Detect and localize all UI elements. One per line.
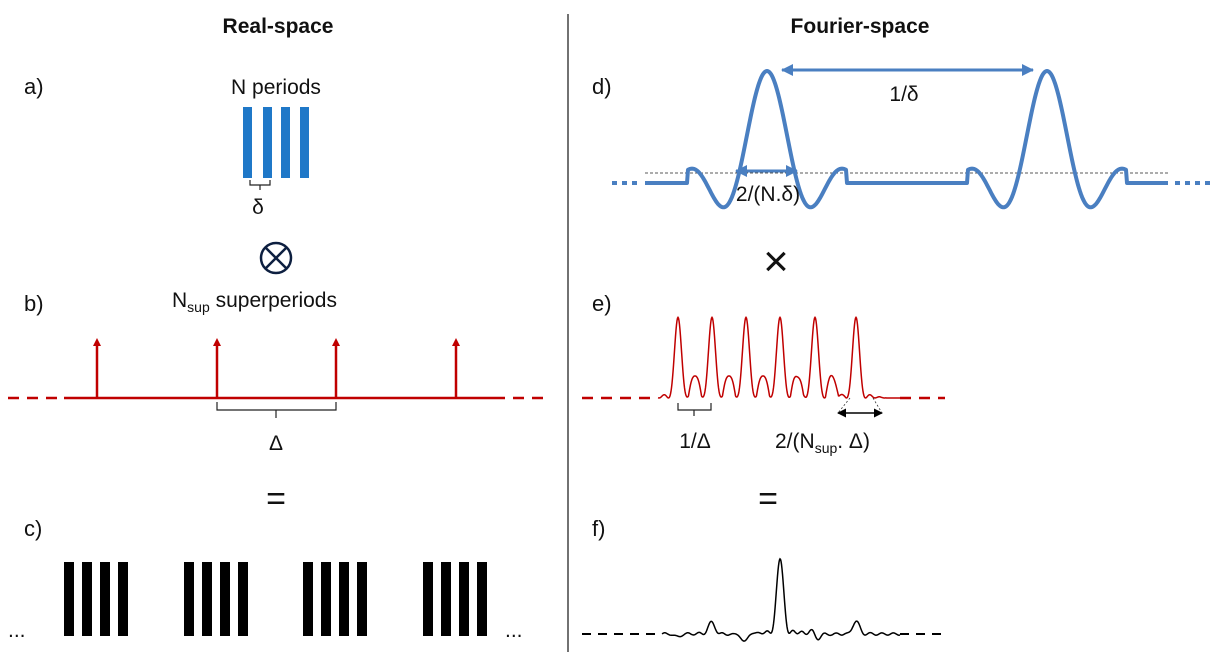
black-bar-g4-1 [423,562,433,636]
two-over-nsup-delta-label: 2/(Nsup. Δ) [775,430,870,456]
ellipsis-right: ... [505,619,523,642]
black-bar-g3-4 [357,562,367,636]
black-bar-g4-3 [459,562,469,636]
panel-label-a: a) [24,74,44,99]
panel-label-e: e) [592,291,612,316]
black-bar-g3-1 [303,562,313,636]
one-over-delta-big-bracket [677,403,712,416]
panel-label-b: b) [24,291,44,316]
blue-grating [243,107,309,178]
nsup-guide-left [837,397,851,414]
delta-big-bracket [216,402,337,418]
black-bar-g2-4 [238,562,248,636]
nsup-superperiods-label: Nsup superperiods [172,289,337,315]
delta-small-bracket [249,180,271,190]
black-bar-g4-4 [477,562,487,636]
product-curve [661,557,901,642]
panel-label-d: d) [592,74,612,99]
panel-label-c: c) [24,516,42,541]
blue-bar-1 [243,107,252,178]
black-gratings [64,562,487,636]
ellipsis-left: ... [8,619,26,642]
one-over-delta-big-label: 1/Δ [679,430,711,453]
black-bar-g3-2 [321,562,331,636]
black-bar-g1-2 [82,562,92,636]
black-bar-g1-3 [100,562,110,636]
black-bar-g4-2 [441,562,451,636]
delta-small-label: δ [252,196,264,219]
n-periods-label: N periods [231,76,321,99]
blue-bar-4 [300,107,309,178]
black-bar-g3-3 [339,562,349,636]
equals-left: = [266,480,286,518]
two-over-n-delta-label: 2/(N.δ) [736,183,800,206]
red-fringe-curve [657,315,900,399]
nsup-guide-right [872,397,883,414]
blue-bar-2 [263,107,272,178]
multiply-sign: × [763,237,789,286]
fourier-envelope-curve [644,69,1169,210]
black-bar-g1-1 [64,562,74,636]
dirac-comb [8,338,545,400]
one-over-delta-small-label: 1/δ [889,83,918,106]
header-fourier-space: Fourier-space [791,15,930,38]
black-bar-g2-3 [220,562,230,636]
delta-big-label: Δ [269,432,283,455]
blue-bar-3 [281,107,290,178]
equals-right: = [758,480,778,518]
black-bar-g2-2 [202,562,212,636]
black-bar-g2-1 [184,562,194,636]
header-real-space: Real-space [223,15,334,38]
panel-label-f: f) [592,516,605,541]
convolution-icon [259,241,293,275]
black-bar-g1-4 [118,562,128,636]
